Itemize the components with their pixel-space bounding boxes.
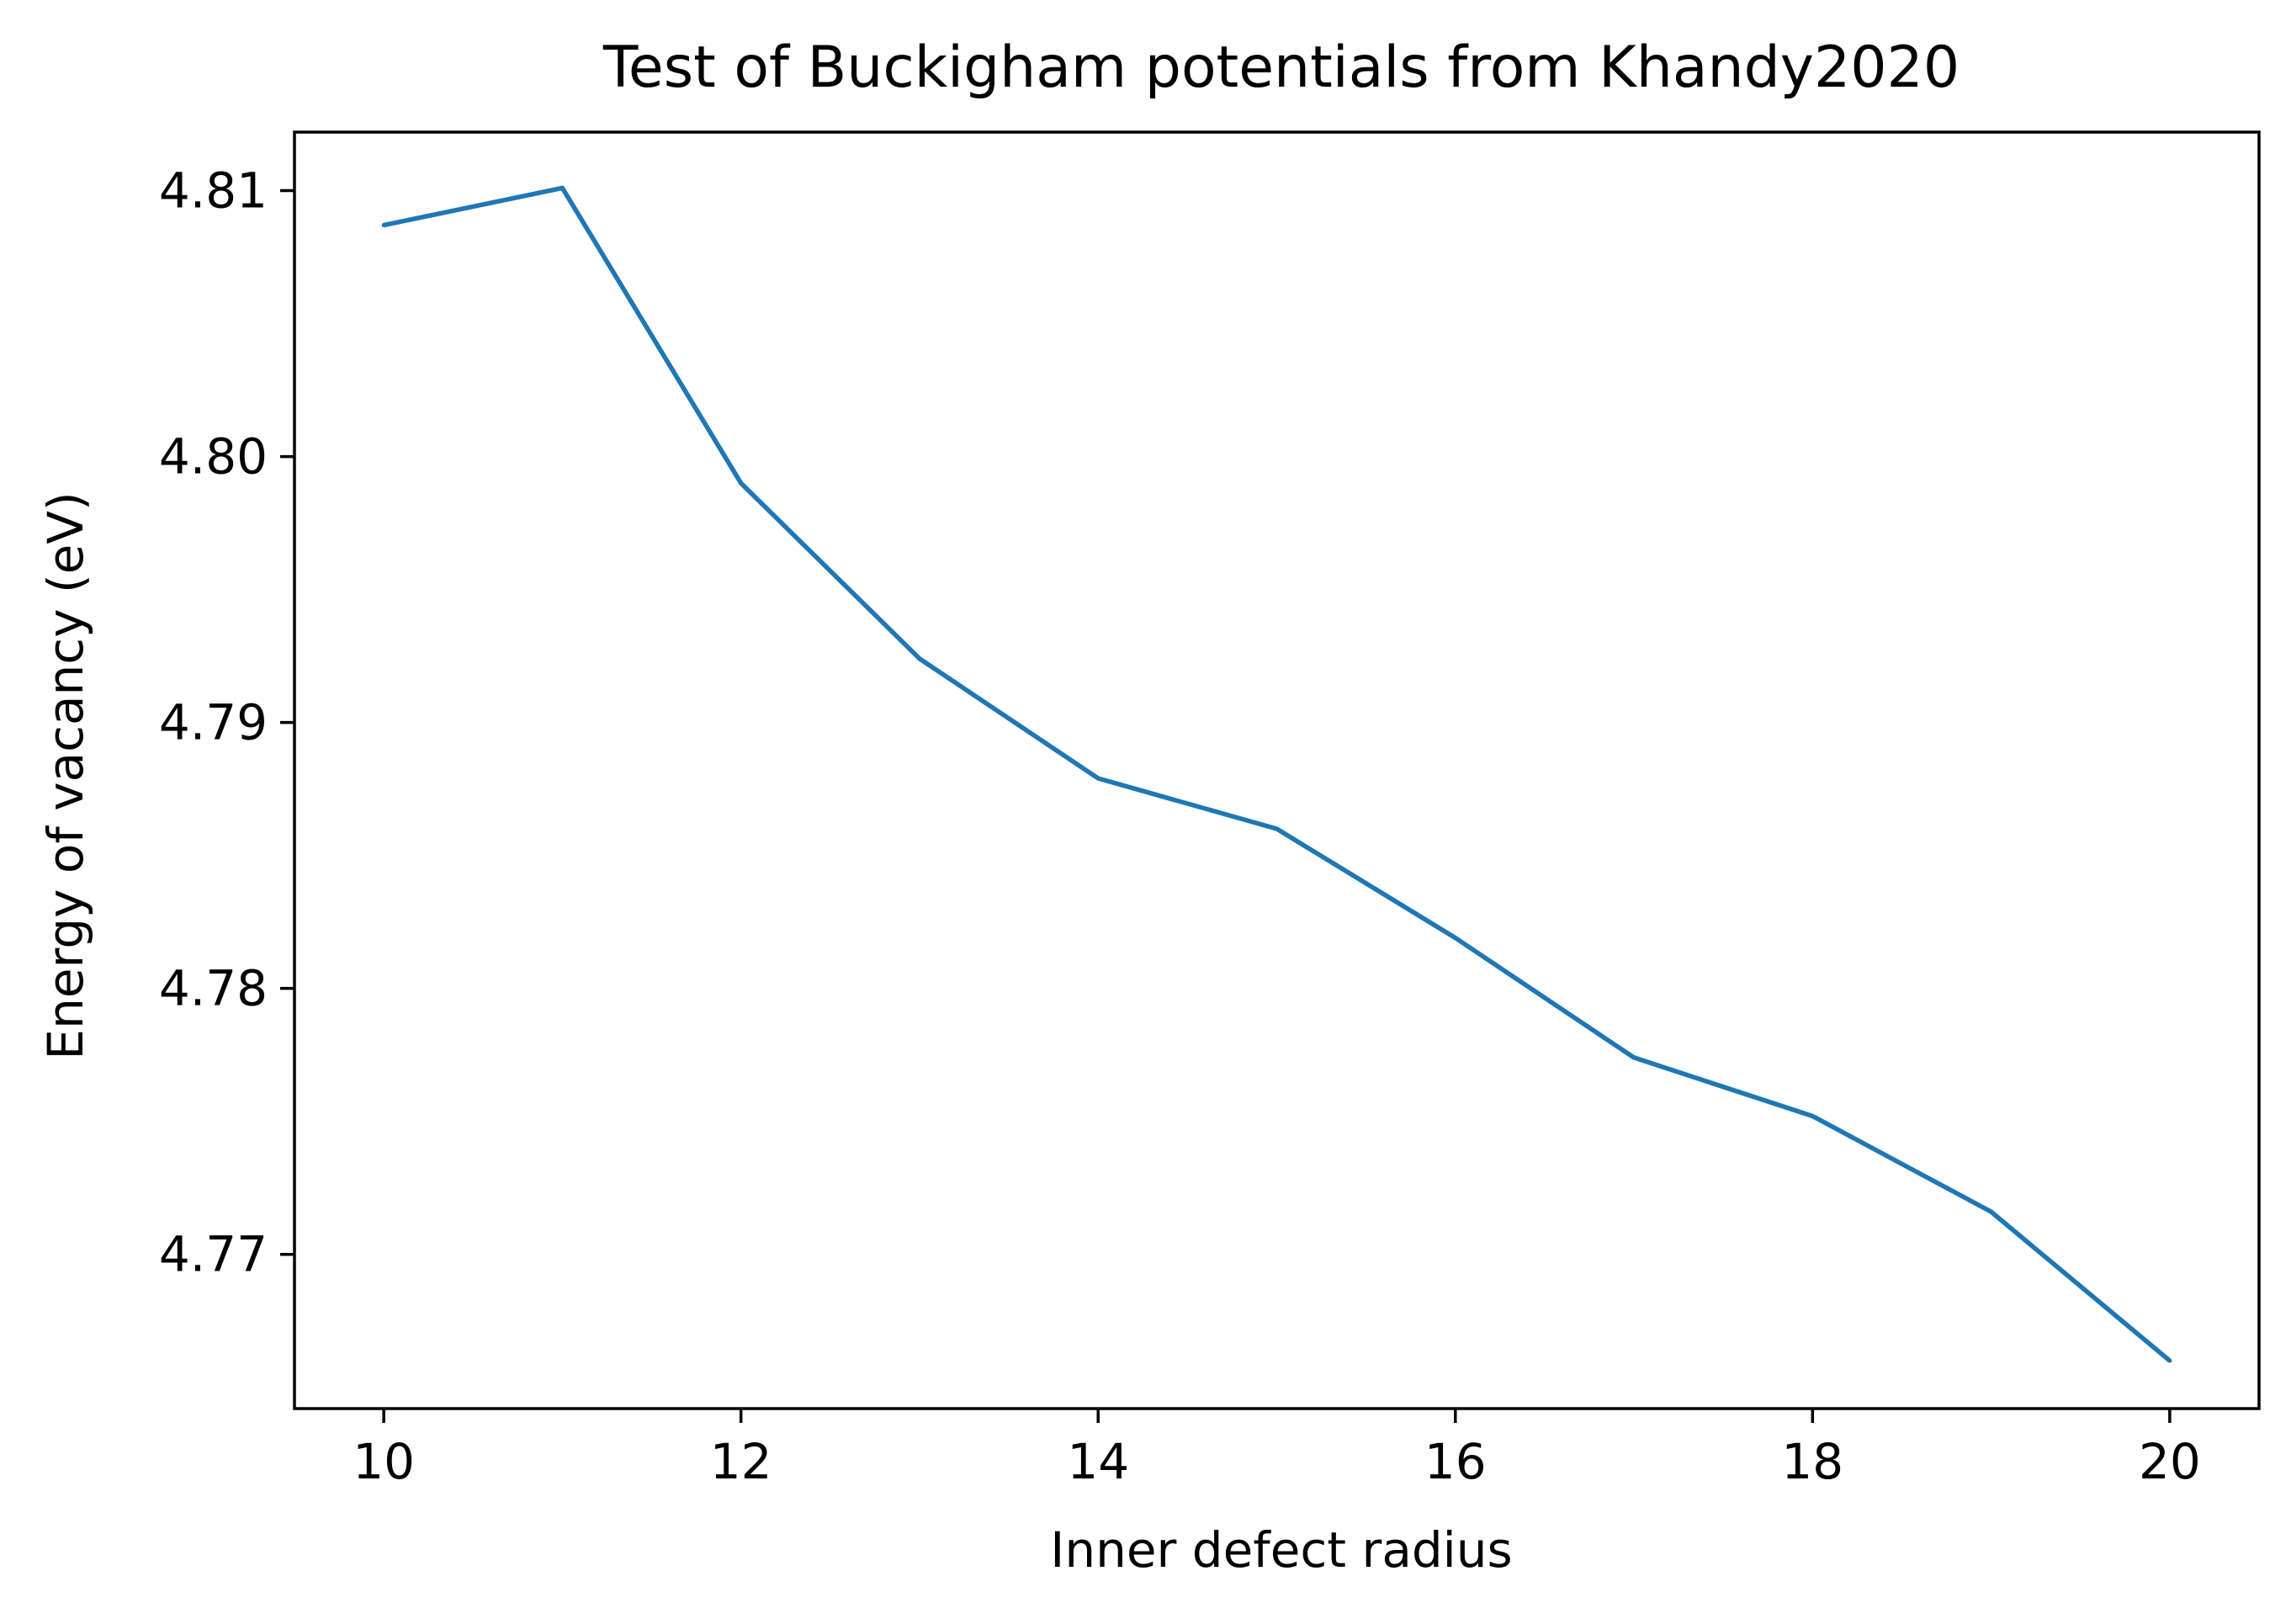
x-axis-ticks: 10 12 14 16 18 20 <box>353 1409 2201 1490</box>
data-point <box>381 223 386 228</box>
data-point <box>1631 1055 1636 1060</box>
y-axis-ticks: 4.77 4.78 4.79 4.80 4.81 <box>159 162 294 1283</box>
chart-title: Test of Buckigham potentials from Khandy… <box>602 34 1960 101</box>
y-tick-label: 4.80 <box>159 428 268 486</box>
plot-area-frame <box>293 130 2261 1410</box>
y-tick-label: 4.81 <box>159 162 268 220</box>
data-point <box>1453 936 1458 941</box>
y-axis-label: Energy of vacancy (eV) <box>37 491 94 1059</box>
x-tick-label: 10 <box>353 1433 415 1490</box>
data-point <box>1095 776 1100 781</box>
x-tick-label: 20 <box>2139 1433 2201 1490</box>
x-axis-label: Inner defect radius <box>1050 1521 1513 1579</box>
data-point <box>1810 1113 1815 1118</box>
y-tick-label: 4.79 <box>159 694 268 751</box>
data-point <box>917 656 922 661</box>
data-point <box>1989 1209 1994 1214</box>
y-tick-label: 4.77 <box>159 1226 268 1283</box>
data-point <box>739 480 744 486</box>
data-point <box>559 185 565 190</box>
x-tick-label: 14 <box>1067 1433 1129 1490</box>
y-tick-label: 4.78 <box>159 960 268 1017</box>
series-layer <box>381 185 2172 1363</box>
data-point <box>1275 826 1279 831</box>
x-tick-label: 16 <box>1424 1433 1487 1490</box>
x-tick-label: 12 <box>710 1433 772 1490</box>
data-point <box>2167 1358 2172 1363</box>
x-tick-label: 18 <box>1781 1433 1843 1490</box>
